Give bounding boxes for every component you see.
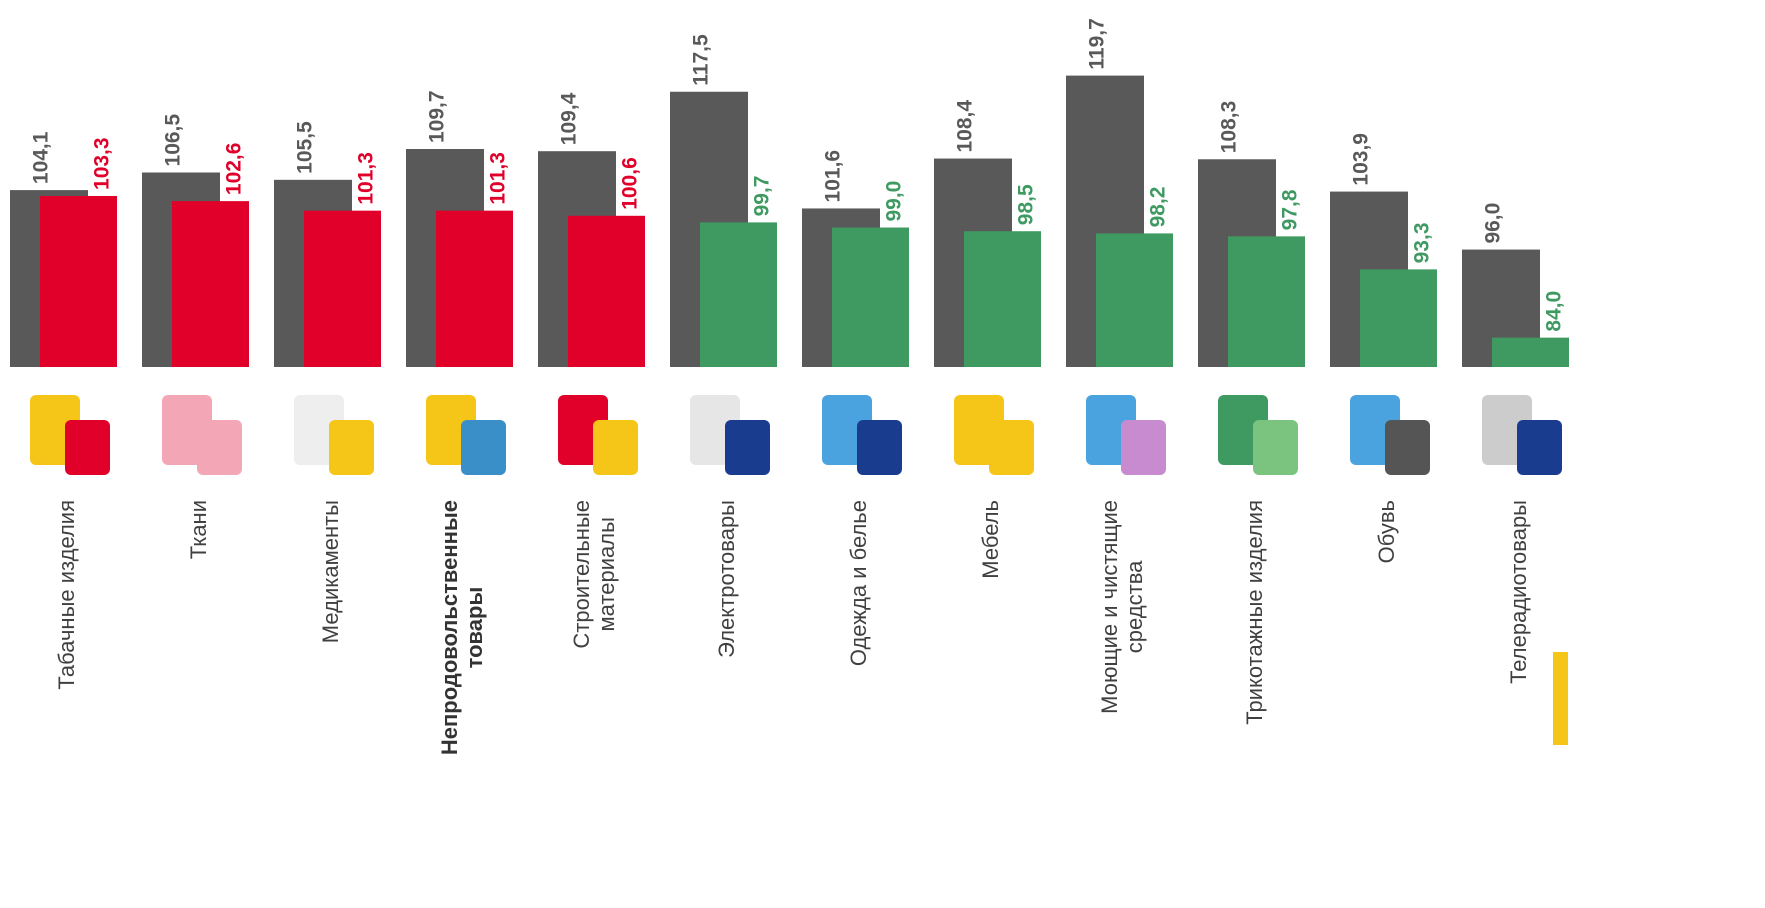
bar (1096, 233, 1173, 367)
value-label: 100,6 (619, 157, 642, 210)
icon (197, 420, 242, 475)
value-label: 109,7 (426, 90, 449, 143)
bar (832, 227, 909, 367)
value-label: 103,9 (1350, 133, 1373, 186)
value-label: 106,5 (162, 114, 185, 167)
value-label: 103,3 (91, 137, 114, 190)
value-label: 84,0 (1543, 291, 1566, 332)
icon (593, 420, 638, 475)
icon (65, 420, 110, 475)
value-label: 105,5 (294, 121, 317, 174)
icon (1517, 420, 1562, 475)
category-label: Электротовары (713, 500, 739, 658)
category-label: Медикаменты (317, 500, 343, 644)
category-label: Трикотажные изделия (1241, 500, 1267, 725)
category-label: Мебель (977, 500, 1003, 579)
value-label: 98,2 (1147, 187, 1170, 228)
value-label: 99,0 (883, 181, 906, 222)
value-label: 102,6 (223, 143, 246, 196)
icon (1253, 420, 1298, 475)
value-label: 108,4 (954, 100, 977, 153)
value-label: 119,7 (1086, 18, 1109, 69)
icon (461, 420, 506, 475)
value-label: 96,0 (1482, 203, 1505, 244)
icon (989, 420, 1034, 475)
icon (1385, 420, 1430, 475)
value-label: 97,8 (1279, 189, 1302, 230)
category-label: Непродовольственные товары (437, 500, 487, 756)
icon (1121, 420, 1166, 475)
value-label: 101,6 (822, 150, 845, 203)
icon (329, 420, 374, 475)
value-label: 98,5 (1015, 184, 1038, 225)
category-label: Строительные материалы (569, 500, 619, 649)
bar (700, 222, 777, 367)
bar (964, 231, 1041, 367)
side-tab (1553, 652, 1568, 745)
value-label: 117,5 (690, 34, 713, 86)
bar (1228, 236, 1305, 367)
bar (40, 195, 117, 367)
category-label: Табачные изделия (53, 500, 79, 690)
category-label: Моющие и чистящие средства (1097, 500, 1147, 714)
category-label: Ткани (185, 500, 211, 560)
category-label: Телерадиотовары (1505, 500, 1531, 684)
value-label: 108,3 (1218, 101, 1241, 154)
value-label: 93,3 (1411, 223, 1434, 264)
bar (172, 201, 249, 367)
bar (1492, 337, 1569, 367)
category-label: Одежда и белье (845, 500, 871, 667)
bar (304, 210, 381, 367)
bar (568, 215, 645, 367)
icon (857, 420, 902, 475)
value-label: 99,7 (751, 176, 774, 217)
bar (436, 210, 513, 367)
value-label: 101,3 (355, 152, 378, 205)
value-label: 101,3 (487, 152, 510, 205)
value-label: 104,1 (30, 131, 53, 184)
category-label: Обувь (1373, 500, 1399, 564)
value-label: 109,4 (558, 92, 581, 145)
icon (725, 420, 770, 475)
bar (1360, 269, 1437, 367)
